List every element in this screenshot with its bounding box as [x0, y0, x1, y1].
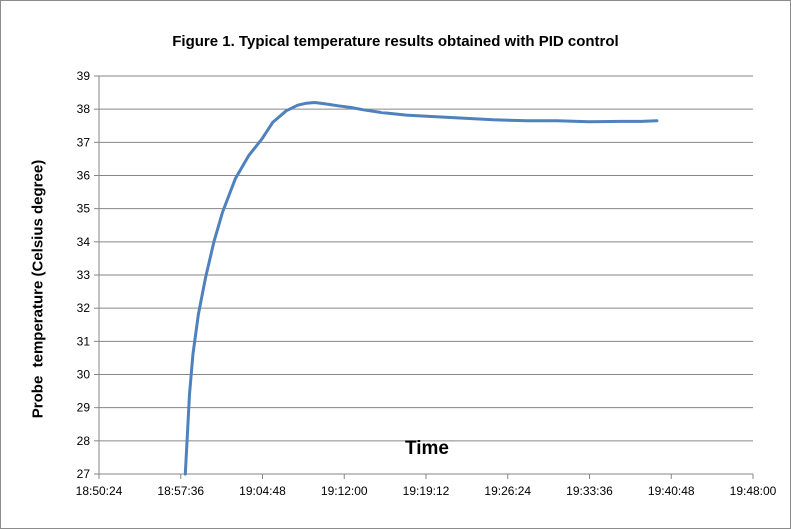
y-tick-label: 37	[77, 135, 91, 149]
y-tick-label: 28	[77, 434, 91, 448]
x-tick-label: 19:19:12	[403, 484, 450, 498]
x-tick-label: 19:26:24	[484, 484, 531, 498]
chart-title: Figure 1. Typical temperature results ob…	[172, 33, 619, 50]
y-tick-label: 27	[77, 467, 91, 481]
x-tick-label: 19:48:00	[730, 484, 777, 498]
x-tick-label: 19:33:36	[566, 484, 613, 498]
x-tick-label: 19:40:48	[648, 484, 695, 498]
y-tick-label: 39	[77, 69, 91, 83]
y-tick-label: 33	[77, 268, 91, 282]
y-tick-label: 29	[77, 401, 91, 415]
y-tick-label: 34	[77, 235, 91, 249]
y-tick-label: 35	[77, 202, 91, 216]
y-tick-label: 32	[77, 301, 91, 315]
x-tick-label: 19:04:48	[239, 484, 286, 498]
y-tick-label: 36	[77, 169, 91, 183]
y-tick-label: 30	[77, 368, 91, 382]
x-tick-label: 19:12:00	[321, 484, 368, 498]
y-tick-label: 31	[77, 334, 91, 348]
x-tick-label: 18:57:36	[157, 484, 204, 498]
y-tick-label: 38	[77, 102, 91, 116]
x-axis-title: Time	[404, 438, 449, 459]
x-tick-label: 18:50:24	[76, 484, 123, 498]
temperature-series-line	[183, 101, 659, 476]
